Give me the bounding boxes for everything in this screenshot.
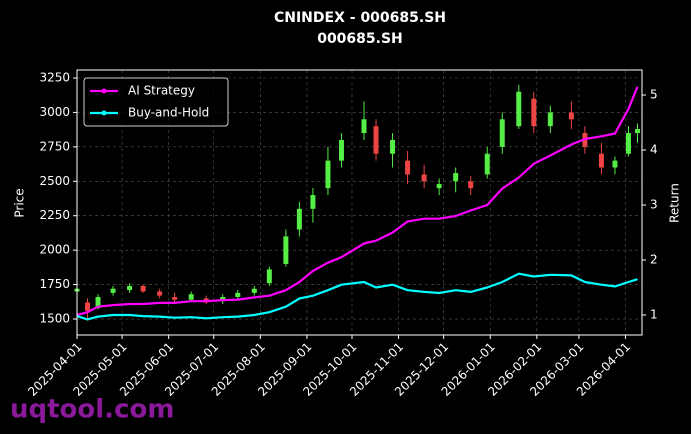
legend-marker [101, 110, 107, 116]
candle-body [390, 139, 396, 154]
candle-body [296, 208, 302, 230]
y-tick-label: 1750 [39, 277, 70, 291]
candle-body [421, 174, 427, 182]
candle-body [516, 91, 522, 127]
legend-label: AI Strategy [128, 84, 195, 98]
candle-body [157, 291, 163, 296]
candle-body [172, 296, 178, 300]
candle-body [85, 302, 91, 311]
y-axis-label: Price [13, 188, 27, 217]
y-tick-label: 2500 [39, 174, 70, 188]
candle-body [598, 153, 604, 168]
candle-body [266, 269, 272, 284]
chart-title: CNINDEX - 000685.SH [274, 10, 446, 26]
candle-body [140, 285, 146, 292]
candle-body [634, 128, 640, 134]
y-tick-label: 2750 [39, 139, 70, 153]
y-tick-label: 2250 [39, 208, 70, 222]
line-series [76, 272, 638, 321]
candle-body [436, 184, 442, 189]
y2-tick-label: 5 [650, 88, 658, 102]
candle-body [95, 296, 101, 309]
y2-tick-label: 1 [650, 307, 658, 321]
y2-axis-label: Return [668, 183, 682, 223]
candle-body [361, 119, 367, 134]
watermark: uqtool.com [10, 395, 174, 425]
y-tick-label: 2000 [39, 243, 70, 257]
legend-box [83, 77, 229, 127]
candle-body [310, 195, 316, 209]
line-series [76, 86, 639, 317]
y2-tick-label: 4 [650, 143, 658, 157]
candle-body [468, 181, 474, 189]
candle-body [251, 288, 257, 293]
candle-body [188, 294, 194, 300]
y-tick-label: 3250 [39, 70, 70, 84]
candle-body [547, 112, 553, 127]
candle-body [612, 160, 618, 168]
candle-body [625, 133, 631, 154]
candle-body [283, 236, 289, 264]
candle-body [325, 160, 331, 189]
candle-body [127, 285, 133, 291]
candle-body [453, 173, 459, 182]
plot-frame [76, 69, 643, 336]
candle-body [484, 153, 490, 175]
chart-subtitle: 000685.SH [317, 31, 403, 47]
y2-tick-label: 3 [650, 198, 658, 212]
candle-body [405, 160, 411, 175]
legend-label: Buy-and-Hold [128, 106, 209, 120]
candle-body [499, 119, 505, 147]
y-tick-label: 1500 [39, 312, 70, 326]
candle-body [531, 98, 537, 127]
legend-marker [101, 88, 107, 94]
y-tick-label: 3000 [39, 105, 70, 119]
candle-body [338, 139, 344, 161]
candle-body [568, 112, 574, 120]
y2-tick-label: 2 [650, 252, 658, 266]
candle-body [110, 288, 116, 293]
candle-body [373, 126, 379, 154]
candle-body [235, 292, 241, 297]
